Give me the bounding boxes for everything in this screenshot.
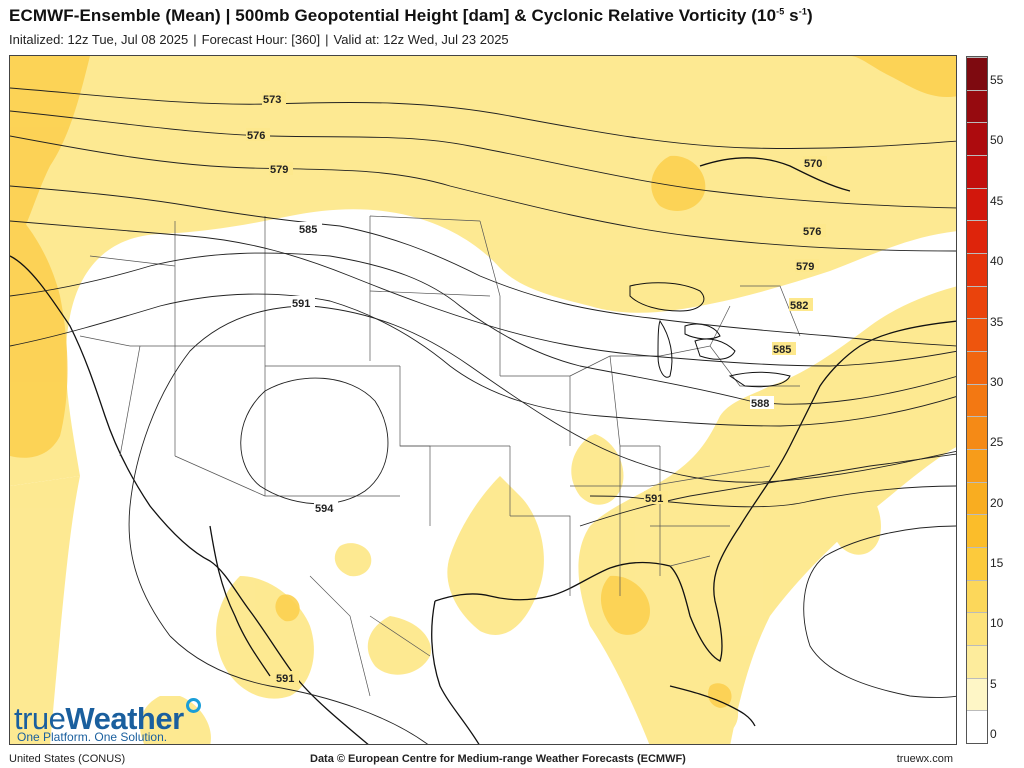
contour-label: 585 (773, 344, 791, 356)
map-footer: United States (CONUS) Data © European Ce… (0, 748, 1024, 768)
contour-label: 591 (292, 298, 310, 310)
colorbar-swatch (967, 122, 987, 155)
colorbar-swatch (967, 579, 987, 613)
colorbar-swatch (967, 154, 987, 188)
region-label: United States (CONUS) (9, 753, 126, 765)
colorbar-swatch (967, 318, 987, 351)
contour-label: 573 (263, 94, 281, 106)
vorticity-shading-strong (10, 56, 956, 708)
trueweather-logo: trueWeather (14, 698, 201, 737)
separator: | (325, 32, 329, 47)
colorbar-swatch (967, 514, 987, 547)
colorbar-swatch (967, 612, 987, 645)
colorbar-swatch (967, 220, 987, 253)
forecast-hour: Forecast Hour: [360] (201, 32, 321, 47)
weather-map[interactable]: 573 576 579 585 591 594 570 576 579 582 … (9, 55, 957, 745)
colorbar-swatch (967, 448, 987, 482)
contour-label: 591 (276, 673, 294, 685)
contour-label: 585 (299, 224, 317, 236)
colorbar-swatch (967, 252, 987, 286)
map-canvas: 573 576 579 585 591 594 570 576 579 582 … (10, 56, 956, 744)
init-time: Initalized: 12z Tue, Jul 08 2025 (9, 32, 189, 47)
separator: | (193, 32, 197, 47)
contour-label: 576 (803, 226, 821, 238)
colorbar-swatch (967, 350, 987, 384)
map-header: ECMWF-Ensemble (Mean) | 500mb Geopotenti… (0, 0, 1024, 56)
valid-time: Valid at: 12z Wed, Jul 23 2025 (333, 32, 509, 47)
colorbar-swatch (967, 481, 987, 515)
colorbar-swatch (967, 416, 987, 449)
map-subtitle: Initalized: 12z Tue, Jul 08 2025 | Forecas… (9, 32, 509, 47)
colorbar-label: 55 (990, 73, 1004, 88)
colorbar-swatch (967, 644, 987, 678)
colorbar-swatch (967, 89, 987, 123)
logo-true: true (14, 701, 66, 736)
data-credit: Data © European Centre for Medium-range … (310, 753, 686, 765)
colorbar-label: 10 (990, 616, 1004, 631)
site-link[interactable]: truewx.com (896, 753, 953, 765)
colorbar-labels: 0 5 10 15 20 25 30 35 40 45 50 55 (990, 56, 1022, 744)
coastlines (10, 157, 956, 744)
colorbar-label: 35 (990, 314, 1004, 329)
colorbar-swatch (967, 383, 987, 417)
logo-dot-icon (185, 698, 201, 713)
colorbar-label: 40 (990, 254, 1004, 269)
state-borders (79, 215, 801, 697)
colorbar-label: 15 (990, 555, 1004, 570)
colorbar-swatch (967, 546, 987, 580)
contour-label: 579 (796, 261, 814, 273)
colorbar-label: 50 (990, 133, 1004, 148)
colorbar-swatch (967, 187, 987, 221)
contour-label: 570 (804, 158, 822, 170)
contour-label: 579 (270, 164, 288, 176)
colorbar-label: 25 (990, 435, 1004, 450)
colorbar-label: 5 (990, 676, 997, 691)
colorbar-label: 20 (990, 495, 1004, 510)
logo-weather: Weather (65, 701, 184, 736)
colorbar-label: 30 (990, 374, 1004, 389)
contour-label: 588 (751, 398, 769, 410)
colorbar-label: 0 (990, 727, 997, 741)
colorbar-swatch (967, 677, 987, 711)
contour-label: 582 (790, 300, 808, 312)
contour-label: 594 (315, 503, 334, 515)
height-contours (10, 87, 956, 744)
colorbar-label: 45 (990, 193, 1004, 208)
map-title: ECMWF-Ensemble (Mean) | 500mb Geopotenti… (9, 6, 813, 25)
colorbar-swatch (967, 710, 987, 743)
colorbar-swatch (967, 285, 987, 319)
logo-tagline: One Platform. One Solution. (17, 730, 168, 744)
contour-labels: 573 576 579 585 591 594 570 576 579 582 … (246, 92, 827, 685)
vorticity-colorbar (966, 56, 988, 744)
colorbar-swatch (967, 57, 987, 90)
contour-label: 576 (247, 130, 265, 142)
contour-label: 591 (645, 493, 663, 505)
